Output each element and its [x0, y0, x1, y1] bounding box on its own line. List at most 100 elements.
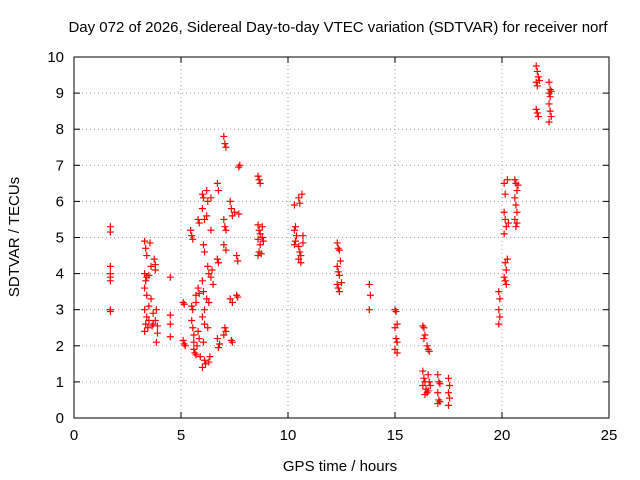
data-point: [420, 324, 428, 332]
data-point: [195, 219, 203, 227]
data-point: [194, 284, 202, 292]
data-point: [214, 187, 222, 195]
y-tick-label: 9: [56, 85, 64, 102]
data-point: [143, 291, 151, 299]
data-point: [546, 107, 554, 115]
data-point: [547, 113, 555, 121]
data-point: [147, 262, 155, 270]
data-point: [290, 226, 298, 234]
y-tick-label: 7: [56, 157, 64, 174]
data-point: [192, 291, 200, 299]
data-point: [190, 331, 198, 339]
data-point: [534, 73, 542, 81]
data-point: [214, 344, 222, 352]
data-point: [419, 367, 427, 375]
data-point: [204, 197, 212, 205]
data-point: [141, 270, 149, 278]
y-tick-label: 6: [56, 193, 64, 210]
data-point: [227, 336, 235, 344]
data-point: [391, 345, 399, 353]
data-point: [500, 208, 508, 216]
data-point: [208, 266, 216, 274]
data-point: [333, 280, 341, 288]
data-point: [421, 331, 429, 339]
data-point: [220, 331, 228, 339]
data-point: [435, 396, 443, 404]
data-point: [151, 317, 159, 325]
data-point: [290, 241, 298, 249]
data-point: [209, 280, 217, 288]
data-point: [436, 380, 444, 388]
data-point: [207, 273, 215, 281]
data-point: [106, 308, 114, 316]
data-point: [500, 179, 508, 187]
data-point: [201, 320, 209, 328]
data-point: [298, 190, 306, 198]
data-point: [393, 320, 401, 328]
y-axis-label: SDTVAR / TECUs: [6, 177, 23, 297]
data-point: [295, 243, 303, 251]
data-point: [233, 252, 241, 260]
data-point: [146, 239, 154, 247]
data-point: [256, 230, 264, 238]
data-point: [254, 172, 262, 180]
data-point: [233, 291, 241, 299]
data-point: [235, 210, 243, 218]
data-point: [424, 345, 432, 353]
data-point: [188, 317, 196, 325]
data-point: [495, 306, 503, 314]
data-point: [106, 262, 114, 270]
data-point: [166, 320, 174, 328]
data-point: [296, 248, 304, 256]
data-point: [201, 248, 209, 256]
data-point: [189, 324, 197, 332]
data-point: [420, 335, 428, 343]
data-point: [166, 311, 174, 319]
data-point: [220, 241, 228, 249]
data-point: [545, 100, 553, 108]
data-point: [142, 320, 150, 328]
data-point: [504, 219, 512, 227]
data-point: [180, 340, 188, 348]
data-point: [204, 324, 212, 332]
data-point: [145, 317, 153, 325]
data-point: [426, 382, 434, 390]
data-point: [222, 246, 230, 254]
data-point: [195, 335, 203, 343]
y-tick-label: 5: [56, 230, 64, 247]
data-point: [546, 93, 554, 101]
data-point: [291, 237, 299, 245]
data-point: [141, 306, 149, 314]
data-point: [534, 113, 542, 121]
data-point: [446, 394, 454, 402]
data-point: [189, 306, 197, 314]
data-point: [255, 176, 263, 184]
data-point: [220, 215, 228, 223]
data-point: [256, 241, 264, 249]
data-point: [149, 309, 157, 317]
data-point: [297, 259, 305, 267]
data-point: [503, 255, 511, 263]
data-point: [204, 262, 212, 270]
data-point: [195, 289, 203, 297]
data-point: [179, 298, 187, 306]
data-point: [257, 250, 265, 258]
data-point: [147, 295, 155, 303]
data-point: [202, 360, 210, 368]
data-point: [434, 400, 442, 408]
data-point: [227, 205, 235, 213]
data-point: [198, 313, 206, 321]
data-point: [203, 295, 211, 303]
data-point: [545, 78, 553, 86]
data-point: [198, 277, 206, 285]
y-tick-label: 4: [56, 266, 64, 283]
data-point: [419, 322, 427, 330]
data-point: [152, 338, 160, 346]
data-point: [213, 255, 221, 263]
data-point: [106, 228, 114, 236]
data-point: [213, 335, 221, 343]
data-point: [500, 230, 508, 238]
data-point: [141, 284, 149, 292]
data-point: [513, 219, 521, 227]
